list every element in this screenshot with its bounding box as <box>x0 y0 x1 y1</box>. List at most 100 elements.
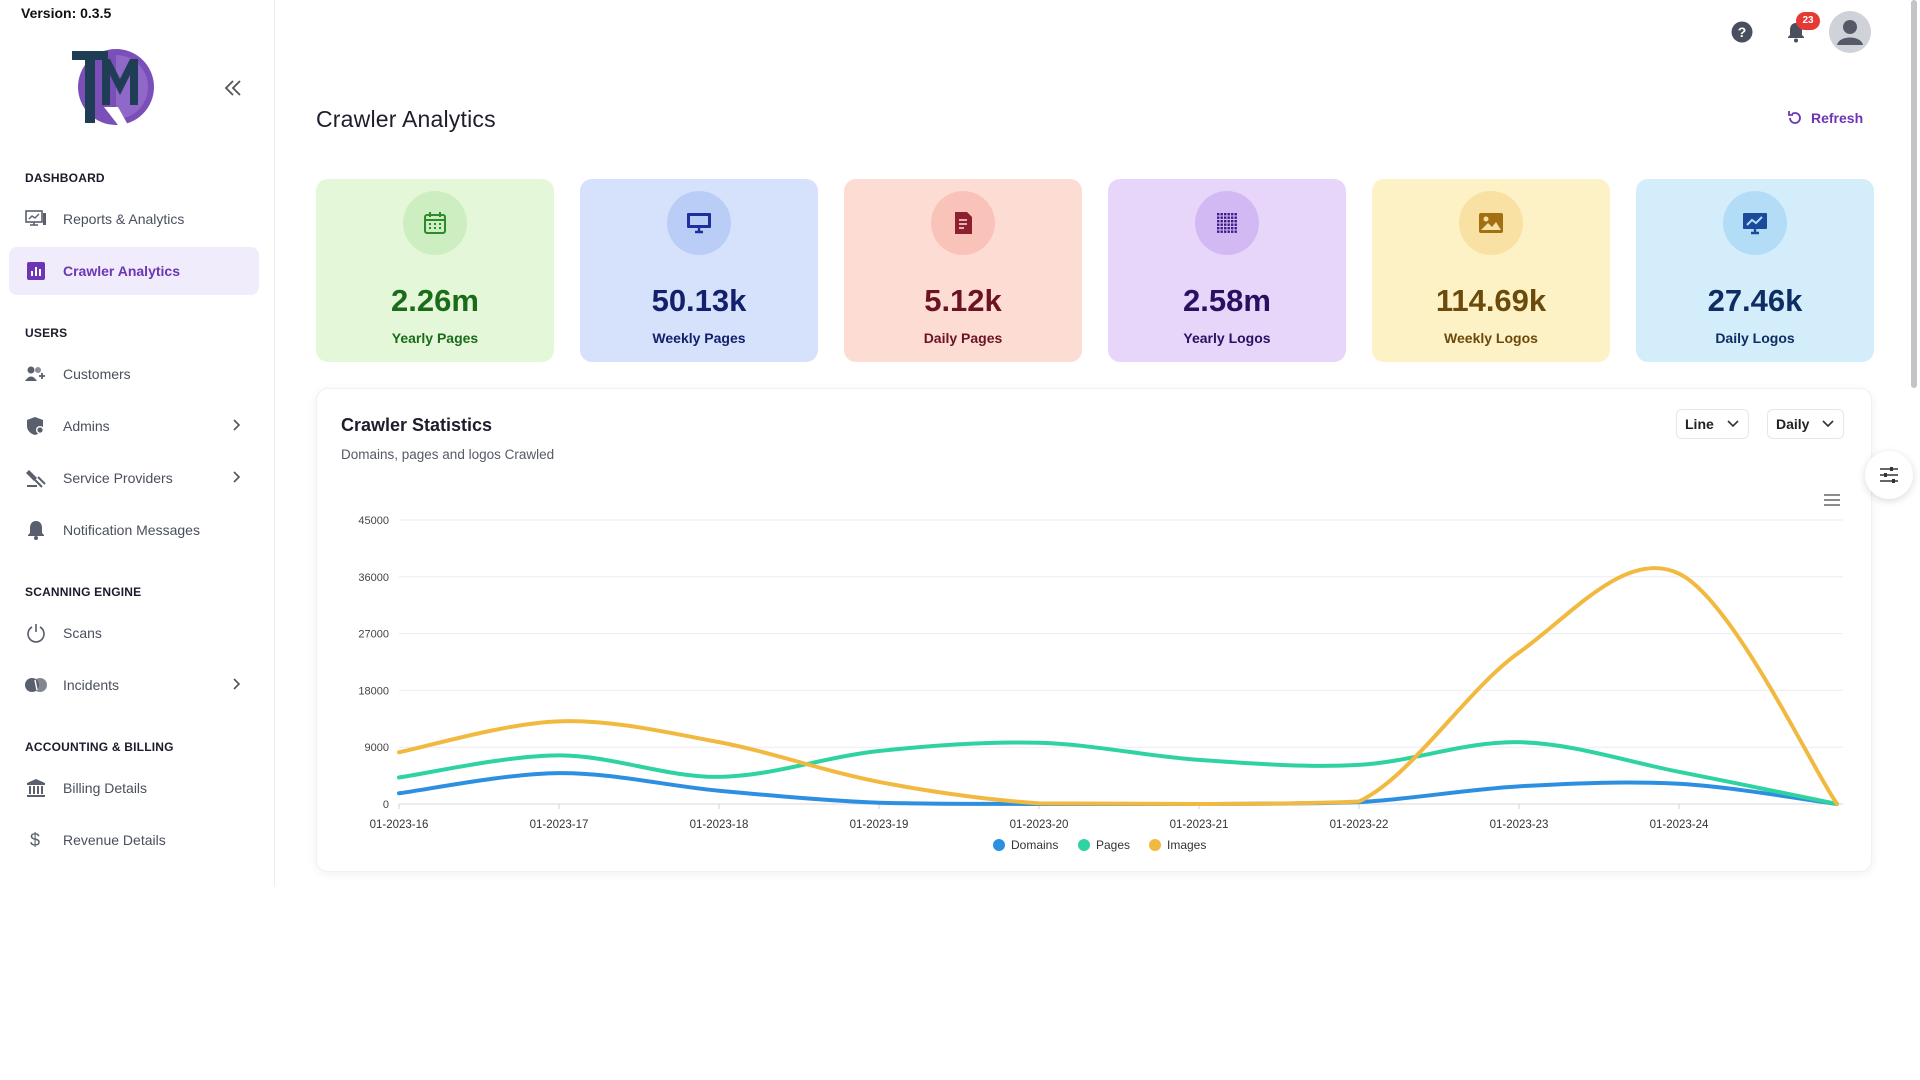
refresh-button[interactable]: Refresh <box>1787 110 1863 126</box>
stat-card: 5.12k Daily Pages <box>844 179 1082 362</box>
notification-badge: 23 <box>1796 12 1820 30</box>
x-tick-label: 01-2023-23 <box>1490 819 1549 831</box>
chart-menu-icon[interactable] <box>1823 493 1841 507</box>
bell-icon <box>25 519 47 541</box>
sidebar-item-crawler-analytics[interactable]: Crawler Analytics <box>9 247 259 295</box>
sidebar-item-label: Crawler Analytics <box>63 263 180 279</box>
image-icon <box>1459 191 1523 255</box>
stat-label: Daily Logos <box>1715 330 1795 346</box>
sidebar-item-service-providers[interactable]: Service Providers <box>9 454 259 502</box>
avatar[interactable] <box>1829 11 1871 53</box>
refresh-icon <box>1788 111 1801 124</box>
sidebar-item-label: Revenue Details <box>63 832 166 848</box>
x-tick-label: 01-2023-22 <box>1330 819 1389 831</box>
x-tick-label: 01-2023-21 <box>1170 819 1229 831</box>
stat-card: 27.46k Daily Logos <box>1636 179 1874 362</box>
admins-icon <box>25 415 47 437</box>
stat-label: Yearly Logos <box>1183 330 1271 346</box>
x-tick-label: 01-2023-18 <box>690 819 749 831</box>
sliders-icon <box>1880 467 1898 483</box>
analytics-icon <box>25 260 47 282</box>
stat-label: Weekly Logos <box>1444 330 1538 346</box>
customers-icon <box>25 363 47 385</box>
y-tick-label: 45000 <box>358 515 389 527</box>
chart-icon <box>1723 191 1787 255</box>
legend-label: Domains <box>1011 838 1058 852</box>
stat-value: 114.69k <box>1435 283 1547 318</box>
svg-text:$: $ <box>30 830 40 850</box>
legend-marker <box>993 839 1005 851</box>
y-tick-label: 0 <box>383 799 389 811</box>
chevron-down-icon <box>1822 420 1835 428</box>
legend-label: Images <box>1167 838 1206 852</box>
section-users: USERS <box>25 326 68 340</box>
settings-filter-button[interactable] <box>1865 451 1913 499</box>
tmr-logo <box>72 49 154 125</box>
version-label: Version: 0.3.5 <box>21 5 112 21</box>
sidebar-item-label: Scans <box>63 625 102 641</box>
sidebar-item-admins[interactable]: Admins <box>9 402 259 450</box>
sidebar-item-label: Service Providers <box>63 470 173 486</box>
chart-type-value: Line <box>1685 416 1714 432</box>
chart-period-select[interactable]: Daily <box>1767 409 1845 439</box>
stat-label: Yearly Pages <box>391 330 479 346</box>
sidebar-item-label: Billing Details <box>63 780 148 796</box>
sidebar-item-label: Reports & Analytics <box>63 211 185 227</box>
sidebar-item-reports[interactable]: Reports & Analytics <box>9 195 259 243</box>
chart-subtitle: Domains, pages and logos Crawled <box>341 447 555 462</box>
x-tick-label: 01-2023-17 <box>530 819 589 831</box>
x-tick-label: 01-2023-24 <box>1650 819 1709 831</box>
chevron-down-icon <box>1727 420 1739 428</box>
reports-icon <box>25 208 47 230</box>
chevron-right-icon <box>233 471 241 483</box>
y-tick-label: 36000 <box>358 572 389 584</box>
sidebar-item-label: Customers <box>63 366 131 382</box>
scrollbar[interactable] <box>1911 0 1917 388</box>
sidebar-item-scans[interactable]: Scans <box>9 609 259 657</box>
x-tick-label: 01-2023-16 <box>370 819 429 831</box>
series-line-pages <box>397 740 1839 806</box>
user-icon <box>1837 20 1863 45</box>
stat-value: 50.13k <box>651 283 747 318</box>
svg-text:?: ? <box>1738 24 1747 40</box>
sidebar: Version: 0.3.5 DASHBOARD Reports & Analy… <box>0 0 275 886</box>
service-providers-icon <box>25 467 47 489</box>
power-icon <box>25 622 47 644</box>
sidebar-item-incidents[interactable]: Incidents <box>9 661 259 709</box>
sidebar-item-billing-details[interactable]: Billing Details <box>9 764 259 812</box>
calendar-icon <box>403 191 467 255</box>
stat-label: Weekly Pages <box>652 330 746 346</box>
legend-marker <box>1078 839 1090 851</box>
stat-value: 2.58m <box>1183 283 1271 318</box>
crawler-statistics-panel: Crawler Statistics Domains, pages and lo… <box>316 388 1872 872</box>
incidents-icon <box>25 674 47 696</box>
sidebar-item-customers[interactable]: Customers <box>9 350 259 398</box>
chart-type-select[interactable]: Line <box>1676 409 1749 439</box>
y-tick-label: 18000 <box>358 685 389 697</box>
collapse-sidebar-icon[interactable] <box>221 78 245 98</box>
section-dashboard: DASHBOARD <box>25 171 105 185</box>
dollar-icon: $ <box>25 829 47 851</box>
chart-period-value: Daily <box>1776 416 1810 432</box>
sidebar-item-notification-messages[interactable]: Notification Messages <box>9 506 259 554</box>
section-scanning-engine: SCANNING ENGINE <box>25 585 142 599</box>
stat-card: 2.58m Yearly Logos <box>1108 179 1346 362</box>
bank-icon <box>25 777 47 799</box>
page-title: Crawler Analytics <box>316 106 496 132</box>
stat-value: 5.12k <box>924 283 1002 318</box>
sidebar-item-label: Notification Messages <box>63 522 200 538</box>
stat-value: 2.26m <box>391 283 479 318</box>
document-icon <box>931 191 995 255</box>
stat-card: 50.13k Weekly Pages <box>580 179 818 362</box>
x-tick-label: 01-2023-20 <box>1010 819 1069 831</box>
legend-label: Pages <box>1096 838 1130 852</box>
sidebar-item-revenue-details[interactable]: $ Revenue Details <box>9 816 259 864</box>
legend-marker <box>1149 839 1161 851</box>
chevron-right-icon <box>233 419 241 431</box>
stat-value: 27.46k <box>1707 283 1803 318</box>
section-accounting-billing: ACCOUNTING & BILLING <box>25 740 174 754</box>
chevron-right-icon <box>233 678 241 690</box>
sidebar-item-label: Admins <box>63 418 110 434</box>
help-icon[interactable]: ? <box>1731 21 1753 43</box>
series-line-images <box>397 566 1839 807</box>
